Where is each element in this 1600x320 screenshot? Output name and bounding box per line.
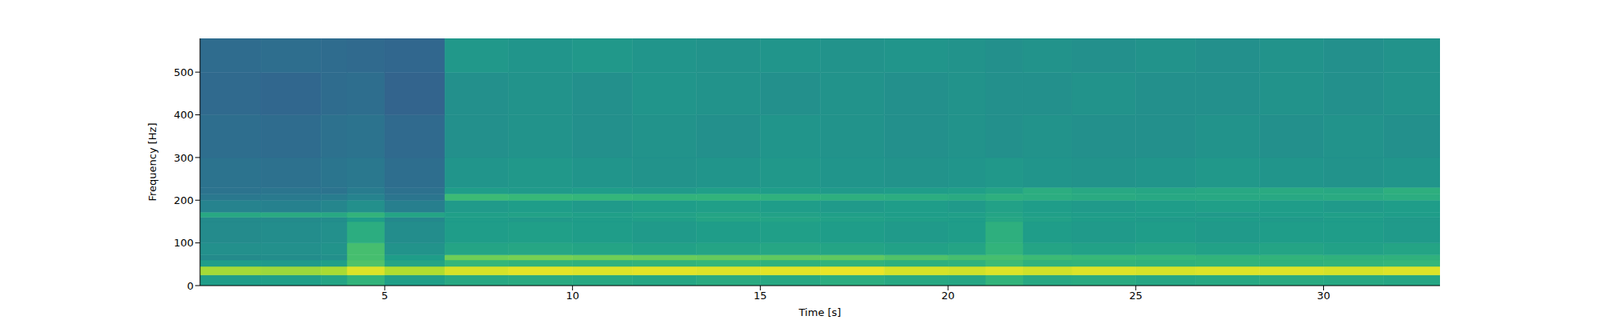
svg-text:Frequency [Hz]: Frequency [Hz] [146, 122, 159, 201]
svg-text:15: 15 [753, 289, 768, 302]
svg-text:300: 300 [173, 152, 194, 164]
svg-text:5: 5 [381, 289, 388, 302]
svg-text:100: 100 [173, 236, 194, 249]
svg-text:25: 25 [1129, 289, 1144, 302]
svg-text:200: 200 [173, 194, 194, 207]
svg-text:20: 20 [941, 289, 956, 302]
svg-text:500: 500 [173, 66, 194, 79]
svg-text:0: 0 [187, 280, 194, 292]
svg-text:400: 400 [173, 108, 194, 121]
svg-text:30: 30 [1316, 289, 1331, 302]
svg-text:Time [s]: Time [s] [798, 306, 842, 319]
svg-text:10: 10 [565, 289, 580, 302]
